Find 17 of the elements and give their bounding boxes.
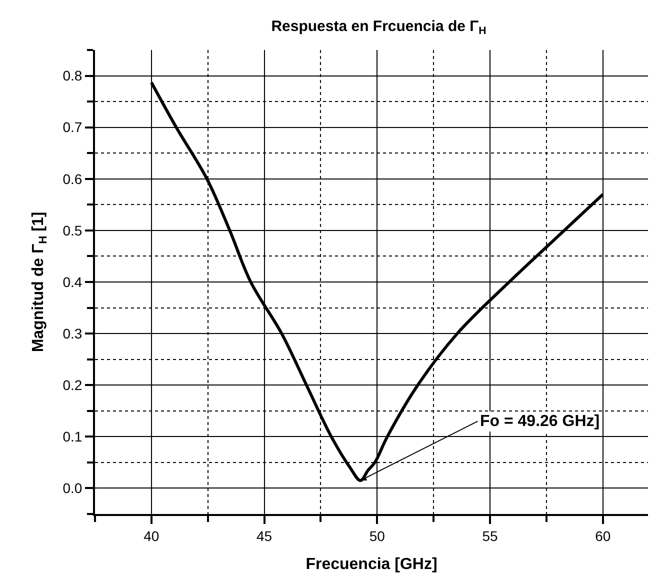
x-tick-label: 40: [144, 528, 160, 544]
x-tick-label: 50: [369, 528, 386, 544]
y-tick-label: 0.0: [62, 480, 82, 496]
y-tick-label: 0.7: [62, 119, 82, 136]
y-tick-label: 0.8: [62, 68, 82, 84]
x-tick-label: 60: [595, 528, 611, 544]
y-tick-label: 0.2: [62, 377, 82, 394]
x-tick-label: 45: [256, 528, 272, 544]
y-tick-label: 0.4: [62, 274, 82, 290]
x-tick-label: 55: [482, 528, 498, 544]
y-tick-label: 0.3: [62, 325, 82, 342]
annotation: Fo = 49.26 GHz]: [480, 413, 600, 430]
chart-title: Respuesta en Frcuencia de Γ$_{H}$: [271, 18, 486, 38]
x-axis-title: Frecuencia [GHz]: [306, 556, 438, 573]
y-tick-label: 0.1: [62, 428, 82, 445]
y-tick-label: 0.6: [62, 170, 82, 187]
y-tick-label: 0.5: [62, 222, 82, 238]
